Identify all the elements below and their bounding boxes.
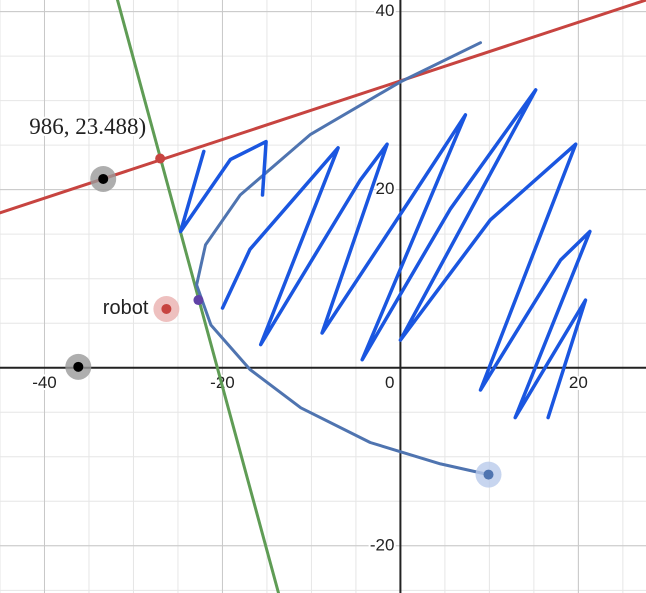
- x-tick-label: -40: [32, 373, 57, 392]
- point: [155, 153, 166, 164]
- y-tick-label: 40: [375, 1, 394, 20]
- point-label: robot: [103, 297, 149, 319]
- y-tick-label: -20: [370, 535, 395, 554]
- point: [98, 173, 109, 184]
- point: [483, 469, 494, 480]
- y-tick-label: 20: [375, 179, 394, 198]
- point-label: 986, 23.488): [29, 114, 146, 139]
- x-tick-label: 20: [569, 373, 588, 392]
- point: [73, 361, 84, 372]
- x-tick-label: 0: [385, 373, 394, 392]
- point: [193, 295, 204, 306]
- point: [161, 303, 172, 314]
- curve: [195, 41, 490, 477]
- curve: [178, 88, 592, 420]
